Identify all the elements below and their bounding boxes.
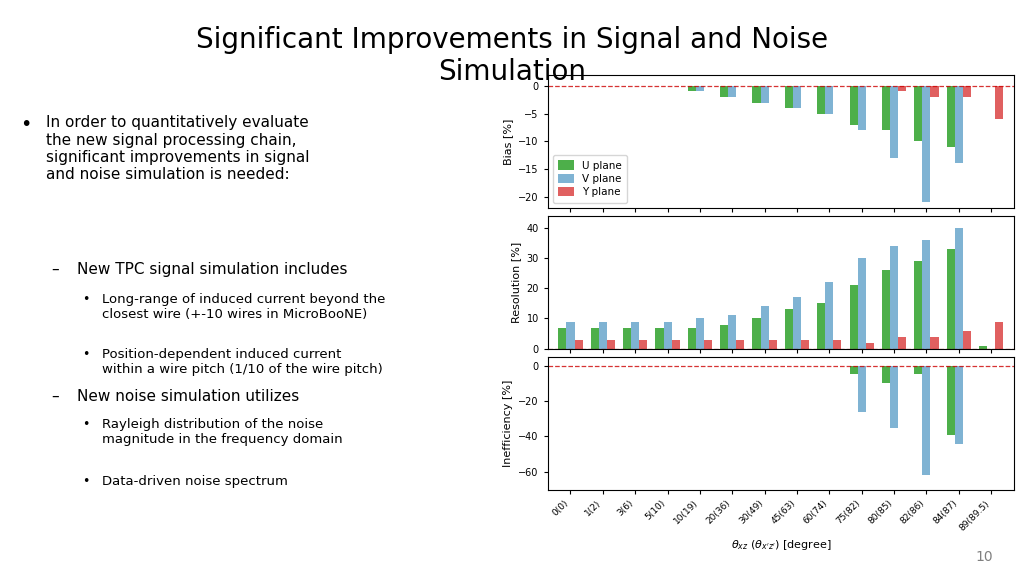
Y-axis label: Inefficiency [%]: Inefficiency [%] xyxy=(503,380,513,467)
Bar xyxy=(793,86,801,108)
Text: •: • xyxy=(20,115,32,134)
Bar xyxy=(914,366,923,374)
Text: New TPC signal simulation includes: New TPC signal simulation includes xyxy=(77,262,347,277)
Y-axis label: Bias [%]: Bias [%] xyxy=(503,118,513,165)
Text: •: • xyxy=(82,475,89,488)
Bar xyxy=(931,336,939,348)
Bar xyxy=(882,270,890,348)
Bar xyxy=(865,343,873,348)
Bar xyxy=(631,321,639,348)
Bar xyxy=(914,86,923,141)
Bar xyxy=(591,328,599,348)
Bar xyxy=(923,86,931,202)
Bar xyxy=(858,86,865,130)
Bar xyxy=(825,86,834,113)
Bar xyxy=(801,340,809,348)
Bar xyxy=(979,346,987,348)
Bar xyxy=(728,316,736,348)
Bar xyxy=(688,328,696,348)
Bar xyxy=(995,86,1004,119)
Bar xyxy=(946,366,954,435)
Bar xyxy=(664,321,672,348)
Bar xyxy=(995,321,1004,348)
Y-axis label: Resolution [%]: Resolution [%] xyxy=(511,241,521,323)
Bar xyxy=(623,328,631,348)
Text: –: – xyxy=(51,262,58,277)
Bar xyxy=(761,306,769,348)
Legend: U plane, V plane, Y plane: U plane, V plane, Y plane xyxy=(553,156,627,203)
Bar xyxy=(890,366,898,427)
Bar xyxy=(655,328,664,348)
Bar xyxy=(784,309,793,348)
Text: Position-dependent induced current
within a wire pitch (1/10 of the wire pitch): Position-dependent induced current withi… xyxy=(102,348,383,377)
Bar xyxy=(954,228,963,348)
Bar xyxy=(753,319,761,348)
Bar xyxy=(954,86,963,164)
Bar xyxy=(574,340,583,348)
Bar xyxy=(850,366,858,374)
Bar xyxy=(923,240,931,348)
Text: •: • xyxy=(82,418,89,431)
Bar xyxy=(817,86,825,113)
Text: •: • xyxy=(82,293,89,306)
Bar xyxy=(963,86,971,97)
Text: In order to quantitatively evaluate
the new signal processing chain,
significant: In order to quantitatively evaluate the … xyxy=(46,115,309,183)
Bar xyxy=(850,285,858,348)
Bar xyxy=(566,321,574,348)
Text: Long-range of induced current beyond the
closest wire (+-10 wires in MicroBooNE): Long-range of induced current beyond the… xyxy=(102,293,386,321)
Bar xyxy=(728,86,736,97)
Bar xyxy=(858,258,865,348)
Bar xyxy=(720,324,728,348)
Bar xyxy=(672,340,680,348)
Bar xyxy=(720,86,728,97)
Bar xyxy=(793,297,801,348)
Bar xyxy=(898,86,906,92)
Text: New noise simulation utilizes: New noise simulation utilizes xyxy=(77,389,299,404)
Bar xyxy=(898,336,906,348)
Bar xyxy=(882,366,890,383)
Bar xyxy=(607,340,615,348)
X-axis label: $\theta_{xz}$ ($\theta_{x'z'}$) [degree]: $\theta_{xz}$ ($\theta_{x'z'}$) [degree] xyxy=(730,538,831,552)
Bar xyxy=(923,366,931,475)
Bar xyxy=(931,86,939,97)
Bar xyxy=(639,340,647,348)
Bar xyxy=(761,86,769,103)
Bar xyxy=(946,249,954,348)
Bar xyxy=(558,328,566,348)
Bar xyxy=(825,282,834,348)
Bar xyxy=(599,321,607,348)
Bar xyxy=(817,304,825,348)
Bar xyxy=(954,366,963,444)
Text: •: • xyxy=(82,348,89,362)
Bar xyxy=(736,340,744,348)
Text: Significant Improvements in Signal and Noise
Simulation: Significant Improvements in Signal and N… xyxy=(196,26,828,86)
Text: –: – xyxy=(51,389,58,404)
Bar xyxy=(703,340,712,348)
Bar xyxy=(963,331,971,348)
Bar xyxy=(890,246,898,348)
Bar xyxy=(882,86,890,130)
Bar xyxy=(696,86,703,92)
Bar xyxy=(834,340,842,348)
Bar xyxy=(890,86,898,158)
Text: Data-driven noise spectrum: Data-driven noise spectrum xyxy=(102,475,289,488)
Text: 10: 10 xyxy=(976,551,993,564)
Bar xyxy=(696,319,703,348)
Bar xyxy=(946,86,954,147)
Bar xyxy=(753,86,761,103)
Text: Rayleigh distribution of the noise
magnitude in the frequency domain: Rayleigh distribution of the noise magni… xyxy=(102,418,343,446)
Bar xyxy=(769,340,777,348)
Bar xyxy=(784,86,793,108)
Bar xyxy=(850,86,858,125)
Bar xyxy=(914,261,923,348)
Bar xyxy=(688,86,696,92)
Bar xyxy=(858,366,865,412)
